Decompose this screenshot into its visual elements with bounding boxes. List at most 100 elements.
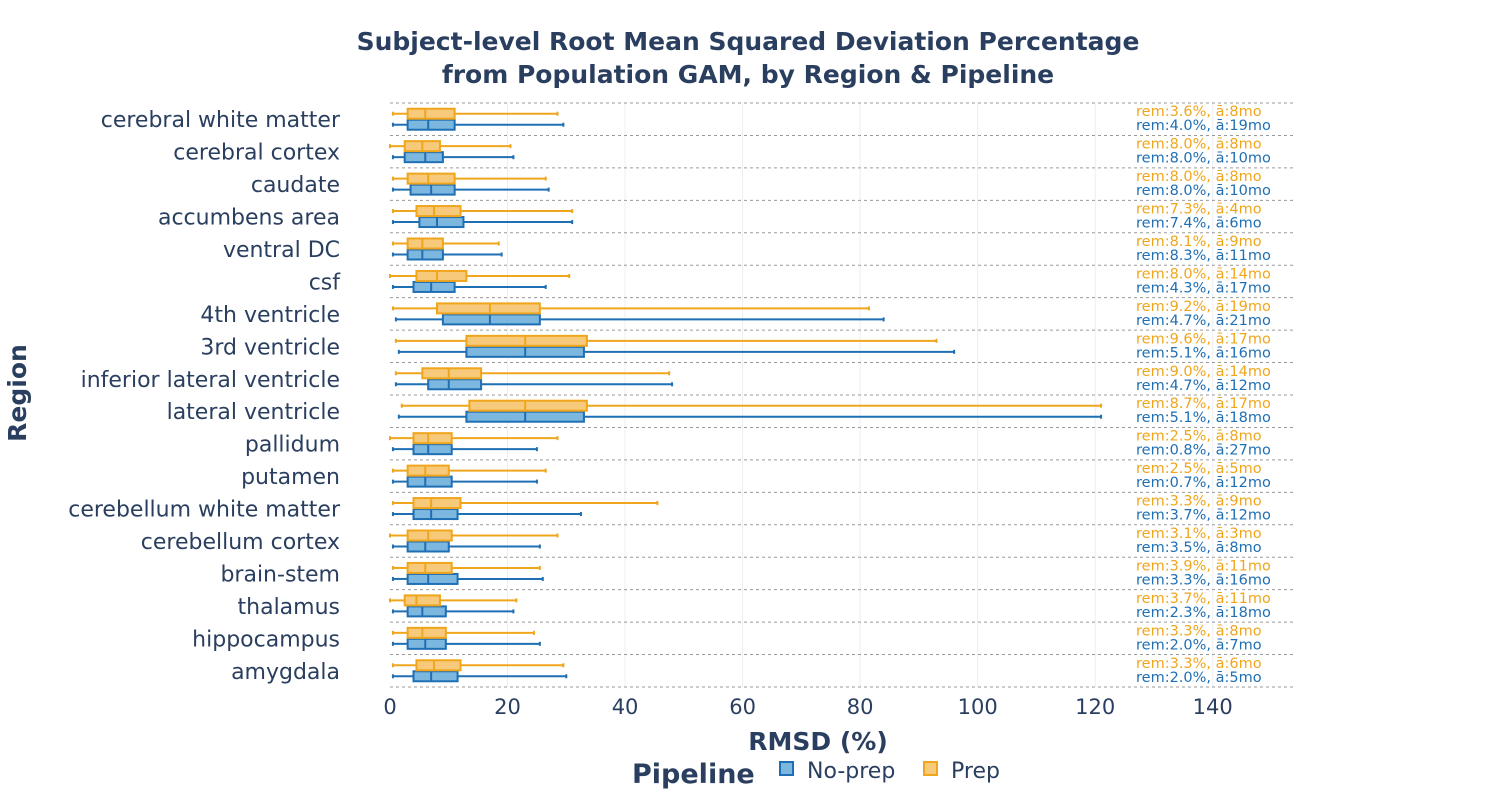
box-prep-amygdala[interactable]: [391, 659, 565, 672]
iqr-box: [406, 572, 459, 585]
annotation-no-prep-csf: rem:4.3%, ā:17mo: [1136, 280, 1271, 296]
y-tick-label-hippocampus: hippocampus: [192, 627, 340, 652]
iqr-box: [406, 237, 444, 250]
box-prep-brain-stem[interactable]: [391, 561, 541, 574]
label-layer: 0 20 40 60 80 100 120 140 cerebral white matter c…: [68, 108, 1233, 719]
box-prep-inferior-lateral-ventricle[interactable]: [394, 367, 671, 380]
box-prep-cerebellum-white-matter[interactable]: [391, 497, 659, 510]
box-no-prep-cerebral-cortex[interactable]: [391, 151, 515, 164]
box-no-prep-caudate[interactable]: [391, 183, 550, 196]
box-no-prep-csf[interactable]: [391, 280, 547, 293]
iqr-box: [406, 540, 450, 553]
box-no-prep-4th-ventricle[interactable]: [394, 313, 885, 326]
iqr-box: [406, 626, 447, 639]
annotation-prep-4th-ventricle: rem:9.2%, ā:19mo: [1136, 299, 1271, 315]
box-prep-lateral-ventricle[interactable]: [400, 399, 1103, 412]
annotation-no-prep-cerebellum-white-matter: rem:3.7%, ā:12mo: [1136, 508, 1271, 524]
iqr-box: [415, 659, 462, 672]
box-no-prep-thalamus[interactable]: [391, 605, 515, 618]
iqr-box: [415, 269, 468, 282]
iqr-box: [406, 118, 456, 131]
annotation-no-prep-caudate: rem:8.0%, ā:10mo: [1136, 183, 1271, 199]
iqr-box: [436, 302, 541, 315]
annotation-prep-thalamus: rem:3.7%, ā:11mo: [1136, 591, 1271, 607]
iqr-box: [441, 313, 541, 326]
y-axis-title: Region: [3, 344, 32, 442]
iqr-box: [406, 475, 453, 488]
box-prep-putamen[interactable]: [391, 464, 547, 477]
box-prep-3rd-ventricle[interactable]: [394, 334, 938, 347]
annotation-prep-csf: rem:8.0%, ā:14mo: [1136, 266, 1271, 282]
iqr-box: [465, 334, 588, 347]
box-no-prep-lateral-ventricle[interactable]: [397, 410, 1103, 423]
box-prep-ventral-dc[interactable]: [391, 237, 500, 250]
annotation-prep-amygdala: rem:3.3%, ā:6mo: [1136, 656, 1262, 672]
box-no-prep-putamen[interactable]: [391, 475, 538, 488]
iqr-box: [418, 216, 465, 229]
box-no-prep-cerebellum-white-matter[interactable]: [391, 508, 582, 521]
box-no-prep-cerebellum-cortex[interactable]: [391, 540, 541, 553]
y-tick-label-pallidum: pallidum: [245, 433, 340, 458]
box-no-prep-ventral-dc[interactable]: [391, 248, 503, 261]
annotation-prep-cerebellum-white-matter: rem:3.3%, ā:9mo: [1136, 494, 1262, 510]
y-tick-label-4th-ventricle: 4th ventricle: [200, 303, 340, 328]
annotation-prep-hippocampus: rem:3.3%, ā:8mo: [1136, 623, 1262, 639]
annotation-no-prep-lateral-ventricle: rem:5.1%, ā:18mo: [1136, 410, 1271, 426]
annotation-no-prep-inferior-lateral-ventricle: rem:4.7%, ā:12mo: [1136, 378, 1271, 394]
box-prep-hippocampus[interactable]: [391, 626, 535, 639]
annotation-no-prep-cerebral-white-matter: rem:4.0%, ā:19mo: [1136, 118, 1271, 134]
box-no-prep-cerebral-white-matter[interactable]: [391, 118, 565, 131]
box-no-prep-brain-stem[interactable]: [391, 572, 544, 585]
box-no-prep-hippocampus[interactable]: [391, 637, 541, 650]
legend-item-prep[interactable]: Prep: [923, 759, 1000, 784]
legend-title: Pipeline: [632, 759, 755, 790]
x-tick-label-40: 40: [612, 695, 639, 719]
y-tick-label-putamen: putamen: [241, 465, 340, 490]
iqr-box: [415, 205, 462, 218]
box-prep-4th-ventricle[interactable]: [391, 302, 870, 315]
y-tick-label-cerebral-cortex: cerebral cortex: [173, 141, 340, 166]
x-axis-title: RMSD (%): [748, 727, 888, 756]
box-prep-thalamus[interactable]: [389, 594, 518, 607]
box-prep-cerebral-white-matter[interactable]: [391, 107, 559, 120]
x-tick-label-120: 120: [1075, 695, 1115, 719]
annotation-no-prep-ventral-dc: rem:8.3%, ā:11mo: [1136, 248, 1271, 264]
annotation-prep-accumbens-area: rem:7.3%, ā:4mo: [1136, 202, 1262, 218]
box-no-prep-accumbens-area[interactable]: [391, 216, 574, 229]
y-tick-label-cerebellum-white-matter: cerebellum white matter: [68, 498, 341, 523]
box-no-prep-amygdala[interactable]: [391, 670, 568, 683]
box-prep-accumbens-area[interactable]: [391, 205, 574, 218]
legend-swatch-no-prep: [779, 761, 794, 776]
box-no-prep-3rd-ventricle[interactable]: [397, 345, 956, 358]
annotation-prep-cerebral-white-matter: rem:3.6%, ā:8mo: [1136, 104, 1262, 120]
y-tick-label-3rd-ventricle: 3rd ventricle: [200, 335, 340, 360]
iqr-box: [409, 183, 456, 196]
annotation-prep-inferior-lateral-ventricle: rem:9.0%, ā:14mo: [1136, 364, 1271, 380]
box-no-prep-inferior-lateral-ventricle[interactable]: [394, 378, 674, 391]
annotation-no-prep-putamen: rem:0.7%, ā:12mo: [1136, 475, 1271, 491]
box-prep-pallidum[interactable]: [389, 432, 559, 445]
box-prep-cerebellum-cortex[interactable]: [389, 529, 559, 542]
box-prep-caudate[interactable]: [391, 172, 547, 185]
annotation-no-prep-3rd-ventricle: rem:5.1%, ā:16mo: [1136, 345, 1271, 361]
iqr-box: [406, 172, 456, 185]
box-layer: [389, 107, 1103, 683]
x-tick-label-0: 0: [383, 695, 396, 719]
iqr-box: [421, 367, 483, 380]
legend-label-no-prep: No-prep: [807, 759, 895, 784]
box-no-prep-pallidum[interactable]: [391, 443, 538, 456]
y-tick-label-csf: csf: [309, 270, 342, 295]
x-tick-label-20: 20: [494, 695, 521, 719]
iqr-box: [412, 670, 459, 683]
box-prep-csf[interactable]: [389, 269, 571, 282]
box-prep-cerebral-cortex[interactable]: [389, 140, 512, 153]
iqr-box: [406, 107, 456, 120]
annotation-no-prep-thalamus: rem:2.3%, ā:18mo: [1136, 605, 1271, 621]
legend-item-no-prep[interactable]: No-prep: [779, 759, 895, 784]
annotation-no-prep-brain-stem: rem:3.3%, ā:16mo: [1136, 572, 1271, 588]
iqr-box: [403, 594, 441, 607]
iqr-box: [412, 443, 453, 456]
iqr-box: [406, 529, 453, 542]
